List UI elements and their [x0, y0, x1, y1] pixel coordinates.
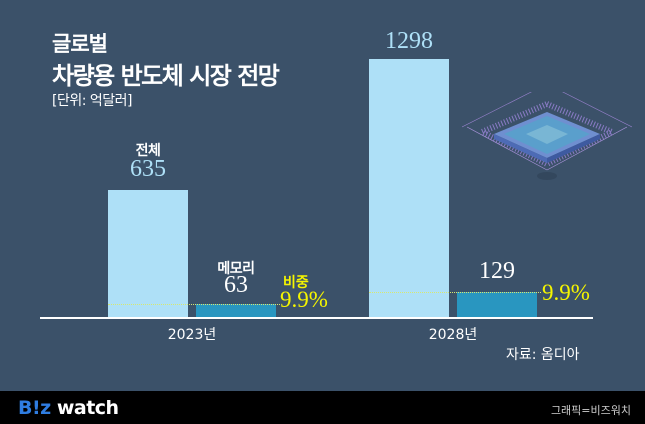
bar-memory-2023 — [196, 304, 276, 318]
share-value-2028: 9.9% — [542, 280, 590, 305]
share-line-2028 — [369, 292, 541, 293]
page-title: 차량용 반도체 시장 전망 — [52, 62, 280, 90]
value-total-2028: 1298 — [385, 28, 433, 54]
title-line-1: 글로벌 — [52, 32, 108, 56]
footer-bar — [0, 391, 645, 424]
bar-total-2023 — [108, 190, 188, 318]
value-memory-2023: 63 — [224, 272, 248, 298]
total-label: 전체 — [135, 143, 161, 159]
chip-icon — [462, 92, 632, 180]
source-note: 자료: 옴디아 — [506, 347, 580, 363]
x-label-2023: 2023년 — [167, 327, 217, 343]
x-label-2028: 2028년 — [428, 327, 478, 343]
bizwatch-logo: B!z watch — [18, 397, 119, 419]
x-axis-baseline — [40, 317, 593, 319]
value-total-2023: 635 — [130, 156, 166, 182]
share-line-2023 — [108, 304, 280, 305]
bar-total-2028 — [369, 59, 449, 318]
graphic-credit: 그래픽=비즈워치 — [550, 404, 631, 417]
share-label: 비중 — [283, 275, 309, 291]
bar-memory-2028 — [457, 292, 537, 318]
logo-b: B!z — [18, 397, 51, 419]
value-memory-2028: 129 — [479, 258, 515, 284]
share-value-2023: 9.9% — [280, 287, 328, 312]
unit-label: [단위: 억달러] — [52, 93, 133, 109]
memory-label: 메모리 — [217, 261, 255, 277]
logo-w: watch — [50, 397, 119, 419]
